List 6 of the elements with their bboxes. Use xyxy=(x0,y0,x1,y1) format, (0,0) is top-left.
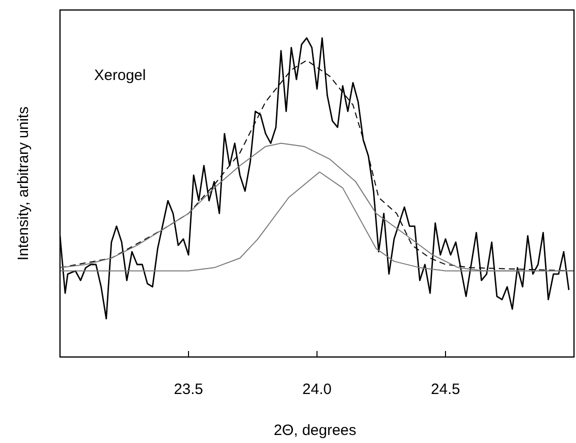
y-axis-title: Intensity, arbitrary units xyxy=(15,106,32,260)
x-axis-title: 2Θ, degrees xyxy=(274,422,356,439)
x-tick-label: 24.5 xyxy=(430,381,460,398)
x-tick-label: 23.5 xyxy=(174,381,204,398)
annotation: Xerogel xyxy=(94,67,146,84)
x-tick-label: 24.0 xyxy=(302,381,332,398)
